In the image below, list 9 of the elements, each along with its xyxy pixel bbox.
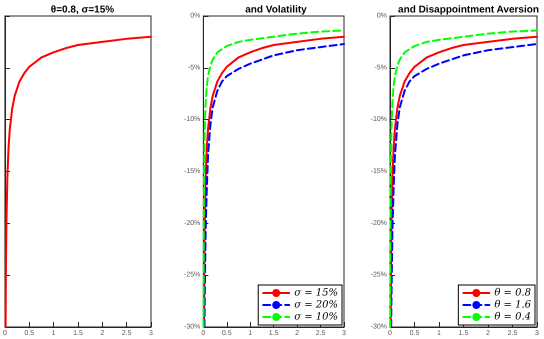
legend-label: θ = 0.8 [494, 288, 532, 298]
legend-label: σ = 20% [294, 300, 338, 310]
chart-title: and Disappointment Aversion [398, 4, 539, 16]
chart-title: and Volatility [245, 4, 308, 16]
legend-label: σ = 10% [294, 312, 338, 322]
legend-label: θ = 1.6 [494, 300, 532, 310]
chart-title: θ=0.8, σ=15% [50, 4, 114, 16]
legend-label: σ = 15% [294, 288, 338, 298]
legend-label: θ = 0.4 [494, 312, 532, 322]
